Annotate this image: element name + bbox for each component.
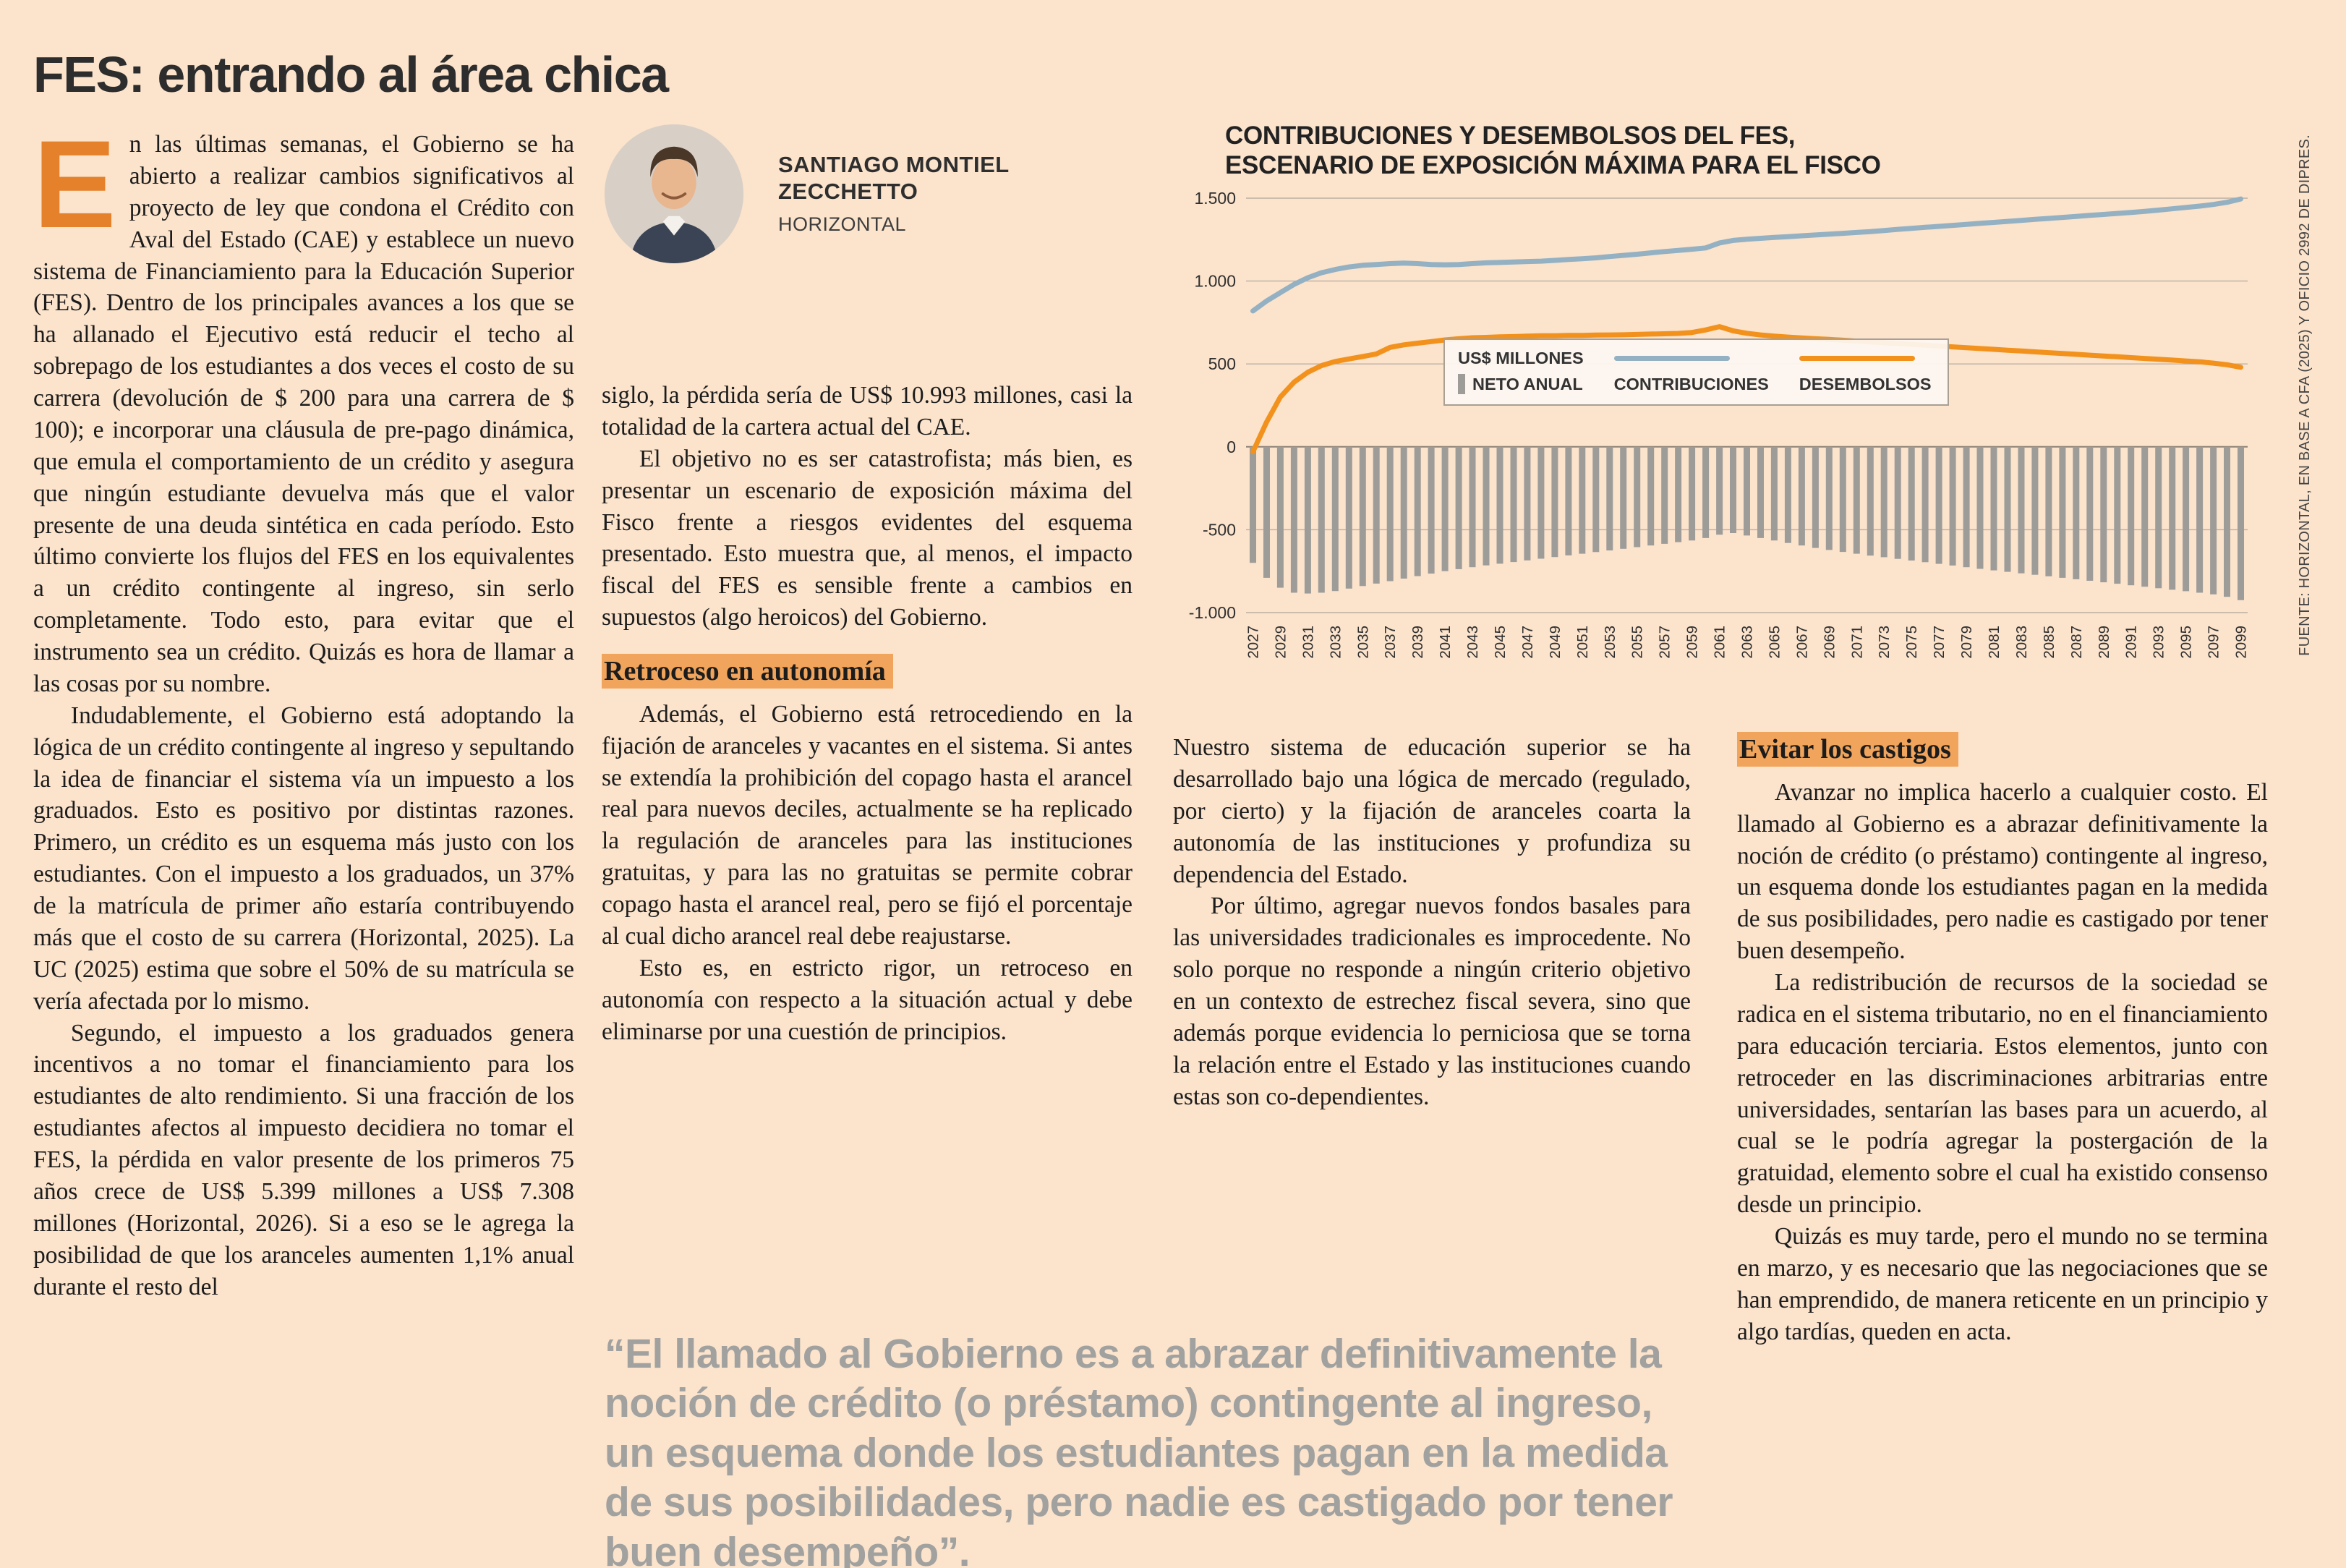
legend-label-desembolsos: DESEMBOLSOS — [1799, 374, 1932, 393]
legend-label-contribuciones: CONTRIBUCIONES — [1613, 374, 1769, 393]
pull-quote: “El llamado al Gobierno es a abrazar def… — [605, 1331, 1673, 1568]
svg-text:2039: 2039 — [1409, 626, 1426, 659]
svg-text:2083: 2083 — [2013, 626, 2030, 659]
article-column-3: Nuestro sistema de educación superior se… — [1173, 732, 1691, 1113]
svg-text:2065: 2065 — [1766, 626, 1783, 659]
paragraph: La redistribución de recursos de la soci… — [1737, 969, 2268, 1219]
svg-text:2087: 2087 — [2068, 626, 2085, 659]
svg-text:2075: 2075 — [1903, 626, 1920, 659]
paragraph: Segundo, el impuesto a los graduados gen… — [33, 1019, 574, 1300]
svg-text:2095: 2095 — [2178, 626, 2195, 659]
svg-text:2045: 2045 — [1492, 626, 1509, 659]
paragraph: El objetivo no es ser catastrofista; más… — [602, 445, 1133, 631]
svg-text:2059: 2059 — [1684, 626, 1701, 659]
paragraph: Indudablemente, el Gobierno está adoptan… — [33, 702, 574, 1015]
svg-text:2037: 2037 — [1382, 626, 1399, 659]
paragraph: Por último, agregar nuevos fondos basale… — [1173, 892, 1691, 1110]
section-heading-castigos: Evitar los castigos — [1737, 732, 2268, 768]
paragraph: Esto es, en estricto rigor, un retroceso… — [602, 954, 1133, 1045]
author-name-line1: SANTIAGO MONTIEL — [778, 151, 1010, 177]
svg-text:2029: 2029 — [1272, 626, 1289, 659]
svg-text:500: 500 — [1208, 354, 1236, 373]
svg-text:0: 0 — [1227, 438, 1236, 456]
author-organization: HORIZONTAL — [778, 213, 907, 236]
section-heading-autonomia: Retroceso en autonomía — [602, 654, 1133, 690]
page-title: FES: entrando al área chica — [33, 46, 669, 103]
svg-text:2099: 2099 — [2233, 626, 2250, 659]
svg-text:2073: 2073 — [1876, 626, 1893, 659]
byline: SANTIAGO MONTIEL ZECCHETTO HORIZONTAL — [605, 124, 1134, 263]
svg-text:2081: 2081 — [1986, 626, 2002, 659]
svg-text:2031: 2031 — [1300, 626, 1316, 659]
svg-text:2049: 2049 — [1547, 626, 1564, 659]
svg-text:2047: 2047 — [1519, 626, 1536, 659]
svg-text:2071: 2071 — [1848, 626, 1865, 659]
section-heading-highlight: Retroceso en autonomía — [602, 654, 893, 689]
chart-plot-area: 1.500 1.000 500 0 -500 -1.000 2027 2029 2031 2033… — [1189, 189, 2250, 659]
article-column-2: siglo, la pérdida sería de US$ 10.993 mi… — [602, 380, 1133, 1047]
svg-text:2089: 2089 — [2096, 626, 2112, 659]
svg-text:2091: 2091 — [2123, 626, 2140, 659]
svg-text:2079: 2079 — [1958, 626, 1975, 659]
chart-unit-label: US$ MILLONES — [1458, 349, 1584, 367]
paragraph: Además, el Gobierno está retrocediendo e… — [602, 700, 1133, 950]
svg-text:2035: 2035 — [1355, 626, 1371, 659]
paragraph-text: n las últimas semanas, el Gobierno se ha… — [33, 131, 574, 697]
chart-title-line1: CONTRIBUCIONES Y DESEMBOLSOS DEL FES, — [1225, 122, 1796, 150]
author-name-line2: ZECCHETTO — [778, 178, 918, 204]
section-heading-highlight: Evitar los castigos — [1737, 732, 1958, 767]
svg-text:2077: 2077 — [1931, 626, 1948, 659]
drop-cap: E — [33, 115, 116, 254]
svg-text:2097: 2097 — [2206, 626, 2222, 659]
svg-text:-1.000: -1.000 — [1189, 603, 1236, 622]
paragraph: Nuestro sistema de educación superior se… — [1173, 734, 1691, 888]
byline-text: SANTIAGO MONTIEL ZECCHETTO HORIZONTAL — [778, 152, 1010, 236]
paragraph: Quizás es muy tarde, pero el mundo no se… — [1737, 1223, 2268, 1345]
svg-text:-500: -500 — [1203, 520, 1236, 539]
neto-anual-bar-swatch — [1458, 374, 1465, 394]
chart-title-line2: ESCENARIO DE EXPOSICIÓN MÁXIMA PARA EL F… — [1225, 150, 1881, 179]
svg-text:1.000: 1.000 — [1194, 272, 1236, 291]
svg-text:2061: 2061 — [1712, 626, 1728, 659]
chart-title: CONTRIBUCIONES Y DESEMBOLSOS DEL FES, ES… — [1225, 122, 2316, 180]
paragraph: Avanzar no implica hacerlo a cualquier c… — [1737, 778, 2268, 965]
author-photo — [605, 124, 743, 263]
svg-text:1.500: 1.500 — [1194, 189, 1236, 208]
desembolsos-line-swatch — [1799, 356, 1915, 361]
svg-text:2053: 2053 — [1602, 626, 1618, 659]
chart-legend: US$ MILLONES NETO ANUAL CONTRIBUCIONES D… — [1443, 338, 1949, 406]
svg-text:2063: 2063 — [1739, 626, 1756, 659]
contribuciones-line-swatch — [1613, 356, 1730, 361]
svg-text:2051: 2051 — [1574, 626, 1591, 659]
chart-source-note: FUENTE: HORIZONTAL, EN BASE A CFA (2025)… — [2297, 135, 2313, 656]
svg-text:2067: 2067 — [1793, 626, 1810, 659]
svg-text:2043: 2043 — [1464, 626, 1481, 659]
legend-label: NETO ANUAL — [1472, 374, 1583, 393]
svg-text:2055: 2055 — [1629, 626, 1646, 659]
author-portrait-illustration — [605, 124, 743, 263]
svg-text:2085: 2085 — [2041, 626, 2057, 659]
article-column-4: Evitar los castigos Avanzar no implica h… — [1737, 732, 2268, 1348]
svg-text:2069: 2069 — [1821, 626, 1838, 659]
fes-chart: CONTRIBUCIONES Y DESEMBOLSOS DEL FES, ES… — [1177, 122, 2316, 722]
svg-text:2027: 2027 — [1245, 626, 1262, 659]
svg-text:2093: 2093 — [2151, 626, 2167, 659]
svg-text:2033: 2033 — [1327, 626, 1344, 659]
svg-text:2041: 2041 — [1437, 626, 1454, 659]
legend-item-neto-anual: NETO ANUAL — [1458, 374, 1584, 394]
svg-text:2057: 2057 — [1657, 626, 1673, 659]
paragraph: siglo, la pérdida sería de US$ 10.993 mi… — [602, 382, 1133, 440]
